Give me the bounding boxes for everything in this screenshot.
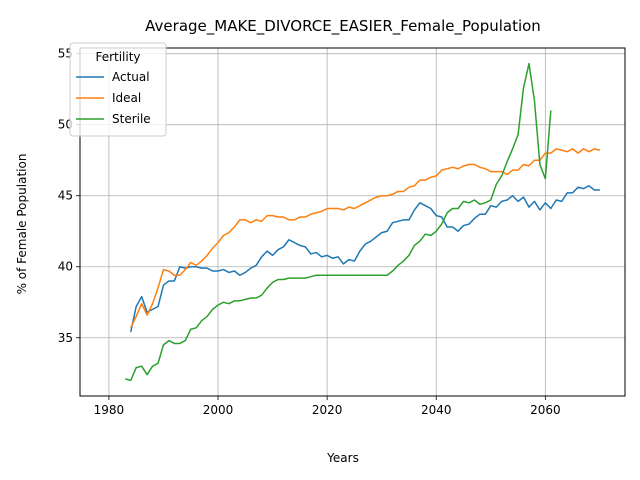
plot-frame bbox=[79, 47, 626, 397]
legend-box bbox=[69, 42, 167, 137]
y-tick-label: 50 bbox=[58, 118, 73, 132]
series-line-ideal bbox=[130, 148, 601, 329]
legend-label-actual: Actual bbox=[112, 70, 150, 84]
grid bbox=[80, 48, 625, 396]
y-tick-label: 40 bbox=[58, 260, 73, 274]
legend-label-ideal: Ideal bbox=[112, 91, 141, 105]
series-line-actual bbox=[130, 185, 600, 333]
x-tick-label: 2060 bbox=[530, 403, 561, 417]
y-tick-label: 35 bbox=[58, 331, 73, 345]
x-axis-label: Years bbox=[326, 451, 359, 465]
legend-label-sterile: Sterile bbox=[112, 112, 151, 126]
legend-title: Fertility bbox=[95, 50, 140, 64]
series-line-sterile bbox=[125, 62, 552, 382]
x-tick-label: 1980 bbox=[94, 403, 125, 417]
x-tick-label: 2000 bbox=[203, 403, 234, 417]
y-tick-label: 55 bbox=[58, 47, 73, 61]
x-tick-label: 2020 bbox=[312, 403, 343, 417]
legend-items: Actual Ideal Sterile bbox=[76, 70, 151, 126]
ticks: 1980 2000 2020 2040 2060 35 40 45 50 55 bbox=[58, 47, 561, 417]
chart-title: Average_MAKE_DIVORCE_EASIER_Female_Popul… bbox=[145, 17, 541, 36]
y-axis-label: % of Female Population bbox=[15, 154, 29, 295]
x-tick-label: 2040 bbox=[421, 403, 452, 417]
y-tick-label: 45 bbox=[58, 189, 73, 203]
series-lines bbox=[125, 62, 601, 382]
legend: Fertility Actual Ideal Sterile bbox=[69, 42, 167, 137]
